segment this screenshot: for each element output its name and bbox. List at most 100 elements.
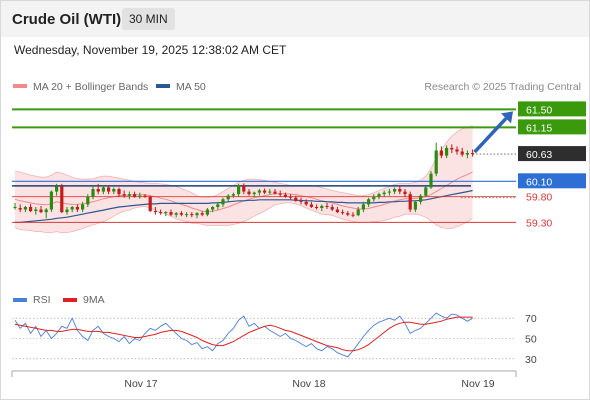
candle-body — [465, 153, 469, 155]
candle-body — [211, 206, 215, 210]
candle-body — [39, 209, 43, 213]
candle-body — [49, 191, 53, 210]
candle-body — [34, 209, 38, 212]
candle-body — [247, 191, 251, 195]
candle-body — [257, 190, 261, 193]
candle-body — [471, 153, 475, 155]
candle-body — [169, 212, 173, 215]
candle-body — [29, 206, 33, 212]
legend-label-rsi: RSI — [33, 294, 51, 306]
rsi-panel: 70 50 30 — [12, 312, 537, 366]
candle-body — [101, 187, 105, 192]
candle-body — [75, 206, 79, 210]
legend-label-9ma: 9MA — [83, 294, 105, 306]
candle-body — [387, 191, 391, 193]
candle-body — [424, 187, 428, 196]
rsi-tick-label: 50 — [525, 334, 537, 346]
candle-body — [263, 190, 267, 193]
candle-body — [18, 208, 22, 210]
candle-body — [65, 209, 69, 213]
candle-body — [122, 194, 126, 196]
candle-body — [382, 192, 386, 195]
candle-body — [320, 205, 324, 208]
candle-body — [429, 173, 433, 188]
candle-body — [460, 151, 464, 155]
candle-body — [127, 194, 131, 196]
candle-body — [341, 212, 345, 214]
candle-body — [91, 189, 95, 197]
candle-body — [252, 192, 256, 195]
legend-swatch-ma20 — [13, 84, 27, 88]
candle-body — [138, 195, 142, 197]
candle-body — [304, 201, 308, 205]
candle-body — [237, 185, 241, 195]
level-tag-61-15 — [518, 119, 586, 135]
candle-body — [117, 189, 121, 195]
candle-body — [372, 196, 376, 200]
level-tag-60-10 — [518, 173, 586, 189]
bollinger-upper-line — [14, 125, 473, 199]
candle-body — [231, 194, 235, 196]
candle-body — [325, 205, 329, 207]
candle-body — [190, 214, 194, 216]
projection-arrow-shaft — [473, 117, 508, 154]
rsi-line — [14, 312, 473, 358]
candle-body — [205, 209, 209, 215]
candle-body — [221, 199, 225, 205]
last-price-label: 60.63 — [526, 149, 552, 161]
candle-body — [346, 213, 350, 215]
candle-body — [393, 189, 397, 192]
candle-body — [309, 204, 313, 207]
legend-label-ma20: MA 20 + Bollinger Bands — [33, 81, 148, 93]
candle-body — [133, 194, 137, 197]
level-tag-61-50 — [518, 101, 586, 117]
candle-body — [55, 186, 59, 192]
candle-body — [60, 186, 64, 213]
candle-body — [419, 195, 423, 202]
level-label-61-15: 61.15 — [526, 122, 552, 134]
candle-body — [273, 191, 277, 194]
candle-body — [143, 195, 147, 197]
candle-body — [268, 191, 272, 193]
candle-body — [408, 194, 412, 210]
projection-arrow-head — [501, 111, 513, 124]
candle-body — [434, 150, 438, 174]
candle-body — [377, 194, 381, 197]
candle-body — [289, 196, 293, 198]
candle-body — [44, 209, 48, 213]
candle-body — [439, 150, 443, 156]
x-tick-label-nov-18: Nov 18 — [292, 378, 325, 390]
candle-body — [81, 204, 85, 210]
candle-body — [450, 147, 454, 150]
candle-body — [159, 212, 163, 214]
candle-body — [356, 209, 360, 216]
rsi-tick-label: 30 — [525, 354, 537, 366]
candle-body — [200, 213, 204, 215]
candle-body — [86, 196, 90, 205]
candle-body — [179, 213, 183, 215]
price-panel: 61.50 61.15 60.63 60.10 59.80 59.30 — [12, 101, 586, 234]
candle-body — [335, 209, 339, 213]
candle-body — [174, 213, 178, 215]
instrument-title: Crude Oil (WTI) — [12, 11, 122, 28]
candle-body — [413, 201, 417, 210]
candle-body — [242, 185, 246, 192]
candle-body — [445, 147, 449, 156]
legend-label-ma50: MA 50 — [176, 81, 206, 93]
candle-body — [403, 191, 407, 195]
legend-swatch-9ma — [63, 298, 77, 302]
candle-body — [96, 189, 100, 192]
candle-body — [70, 206, 74, 210]
legend-swatch-ma50 — [156, 84, 170, 88]
candle-body — [112, 189, 116, 192]
level-label-60-10: 60.10 — [526, 176, 552, 188]
candle-body — [299, 200, 303, 202]
timestamp: Wednesday, November 19, 2025 12:38:02 AM… — [14, 43, 287, 57]
timeframe-badge[interactable]: 30 MIN — [122, 8, 175, 30]
candle-body — [361, 204, 365, 210]
candle-body — [398, 189, 402, 192]
rsi-9ma-line — [14, 316, 473, 352]
candle-body — [294, 197, 298, 201]
candle-body — [107, 187, 111, 192]
